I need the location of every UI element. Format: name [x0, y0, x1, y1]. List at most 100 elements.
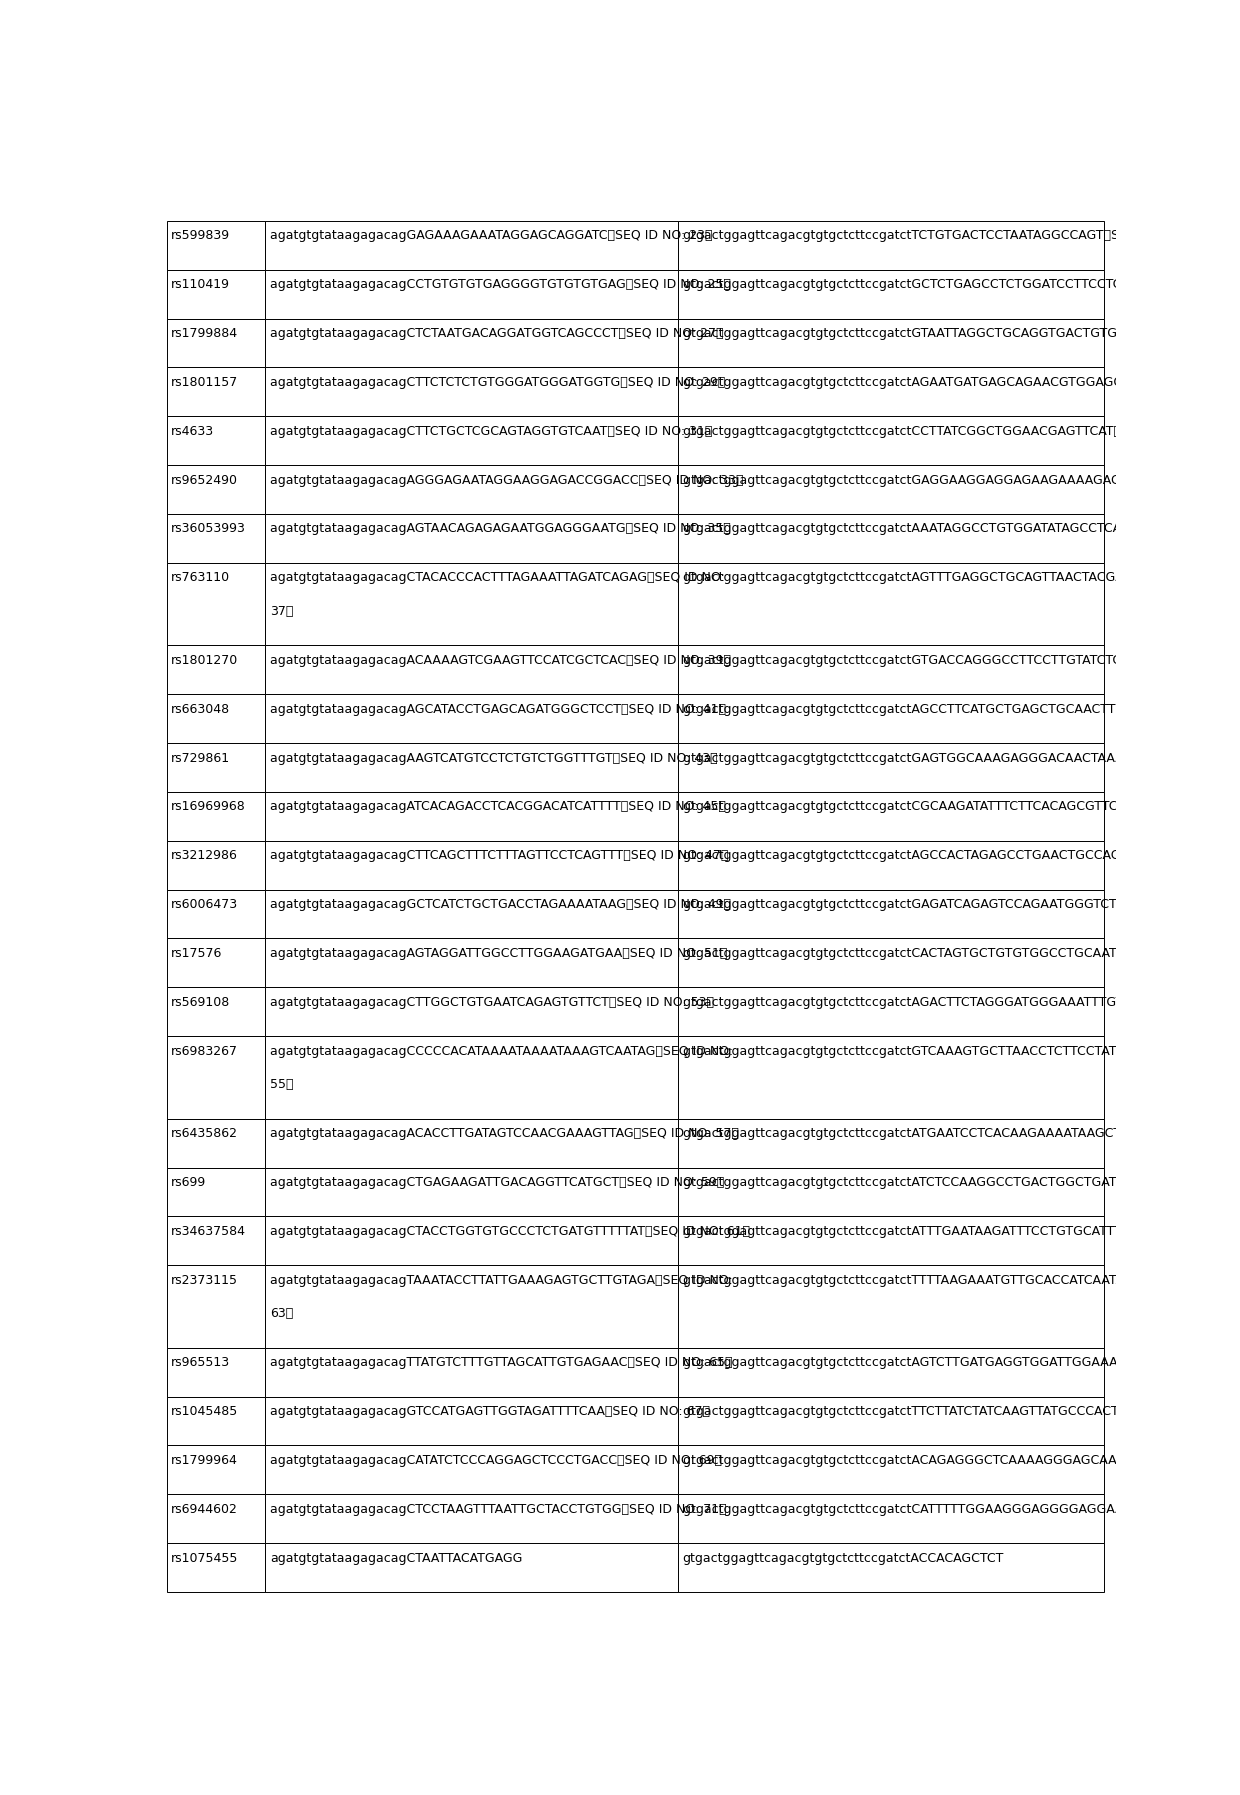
Bar	[678, 1397, 1105, 1445]
Bar	[265, 646, 678, 695]
Text: agatgtgtataagagacagCTACCTGGTGTGCCCTCTGATGTTTTTAT（SEQ ID NO: 61）: agatgtgtataagagacagCTACCTGGTGTGCCCTCTGAT…	[270, 1224, 750, 1239]
Bar	[265, 1265, 678, 1348]
Text: rs110419: rs110419	[171, 278, 231, 291]
Bar	[678, 1445, 1105, 1493]
Bar	[265, 368, 678, 416]
Text: gtgactggagttcagacgtgtgctcttccgatctGAGATCAGAGTCCAGAATGGGTCTT（SEQ ID NO: 50）: gtgactggagttcagacgtgtgctcttccgatctGAGATC…	[682, 898, 1229, 912]
Text: gtgactggagttcagacgtgtgctcttccgatctCGCAAGATATTTCTTCACAGCGTTC（SEQ ID NO: 46）: gtgactggagttcagacgtgtgctcttccgatctCGCAAG…	[682, 801, 1221, 813]
Bar	[166, 695, 265, 743]
Text: gtgactggagttcagacgtgtgctcttccgatctATCTCCAAGGCCTGACTGGCTGATCT（SEQ ID NO: 60）: gtgactggagttcagacgtgtgctcttccgatctATCTCC…	[682, 1176, 1236, 1188]
Bar	[678, 1493, 1105, 1544]
Text: agatgtgtataagagacagCTTGGCTGTGAATCAGAGTGTTCT（SEQ ID NO: 53）: agatgtgtataagagacagCTTGGCTGTGAATCAGAGTGT…	[270, 996, 714, 1009]
Bar	[678, 416, 1105, 465]
Text: rs34637584: rs34637584	[171, 1224, 247, 1239]
Text: gtgactggagttcagacgtgtgctcttccgatctAGACTTCTAGGGATGGGAAATTTGT（SEQ ID NO: 54）: gtgactggagttcagacgtgtgctcttccgatctAGACTT…	[682, 996, 1228, 1009]
Bar	[265, 1397, 678, 1445]
Bar	[265, 987, 678, 1036]
Text: agatgtgtataagagacagTAAATACCTTATTGAAAGAGTGCTTGTAGA（SEQ ID NO:: agatgtgtataagagacagTAAATACCTTATTGAAAGAGT…	[270, 1274, 733, 1287]
Text: rs599839: rs599839	[171, 230, 231, 242]
Bar	[678, 1167, 1105, 1217]
Text: rs16969968: rs16969968	[171, 801, 246, 813]
Bar	[678, 221, 1105, 269]
Text: gtgactggagttcagacgtgtgctcttccgatctCACTAGTGCTGTGTGGCCTGCAAT（SEQ ID NO: 52）: gtgactggagttcagacgtgtgctcttccgatctCACTAG…	[682, 948, 1221, 960]
Bar	[678, 840, 1105, 890]
Text: gtgactggagttcagacgtgtgctcttccgatctAGAATGATGAGCAGAACGTGGAGGAT（SEQ ID NO: 30）: gtgactggagttcagacgtgtgctcttccgatctAGAATG…	[682, 375, 1240, 390]
Bar	[678, 1118, 1105, 1167]
Text: gtgactggagttcagacgtgtgctcttccgatctATTTGAATAAGATTTCCTGTGCATTTTCTG（SEQ ID NO: 62）: gtgactggagttcagacgtgtgctcttccgatctATTTGA…	[682, 1224, 1240, 1239]
Bar	[678, 646, 1105, 695]
Bar	[166, 939, 265, 987]
Bar	[678, 987, 1105, 1036]
Text: agatgtgtataagagacagCATATCTCCCAGGAGCTCCCTGACC（SEQ ID NO: 69）: agatgtgtataagagacagCATATCTCCCAGGAGCTCCCT…	[270, 1454, 722, 1467]
Text: gtgactggagttcagacgtgtgctcttccgatctAGTCTTGATGAGGTGGATTGGAAATACT（SEQ ID NO: 66）: gtgactggagttcagacgtgtgctcttccgatctAGTCTT…	[682, 1357, 1240, 1370]
Text: agatgtgtataagagacagAGTAGGATTGGCCTTGGAAGATGAA（SEQ ID NO: 51）: agatgtgtataagagacagAGTAGGATTGGCCTTGGAAGA…	[270, 948, 727, 960]
Text: rs1801157: rs1801157	[171, 375, 238, 390]
Bar	[265, 1036, 678, 1118]
Text: agatgtgtataagagacagCTTCTGCTCGCAGTAGGTGTCAAT（SEQ ID NO: 31）: agatgtgtataagagacagCTTCTGCTCGCAGTAGGTGTC…	[270, 425, 712, 438]
Text: agatgtgtataagagacagAAGTCATGTCCTCTGTCTGGTTTGT（SEQ ID NO: 43）: agatgtgtataagagacagAAGTCATGTCCTCTGTCTGGT…	[270, 752, 718, 765]
Text: gtgactggagttcagacgtgtgctcttccgatctGTGACCAGGGCCTTCCTTGTATCTCT（SEQ ID NO: 40）: gtgactggagttcagacgtgtgctcttccgatctGTGACC…	[682, 653, 1234, 666]
Text: gtgactggagttcagacgtgtgctcttccgatctGTCAAAGTGCTTAACCTCTTCCTATCT（SEQ ID NO: 56）: gtgactggagttcagacgtgtgctcttccgatctGTCAAA…	[682, 1045, 1236, 1057]
Bar	[166, 320, 265, 368]
Bar	[166, 465, 265, 513]
Text: rs4633: rs4633	[171, 425, 215, 438]
Text: rs663048: rs663048	[171, 702, 231, 716]
Text: rs2373115: rs2373115	[171, 1274, 238, 1287]
Bar	[166, 221, 265, 269]
Text: agatgtgtataagagacagCTCCTAAGTTTAATTGCTACCTGTGG（SEQ ID NO: 71）: agatgtgtataagagacagCTCCTAAGTTTAATTGCTACC…	[270, 1502, 727, 1515]
Bar	[265, 465, 678, 513]
Text: gtgactggagttcagacgtgtgctcttccgatctCCTTATCGGCTGGAACGAGTTCAT（SEQ ID NO: 32）: gtgactggagttcagacgtgtgctcttccgatctCCTTAT…	[682, 425, 1218, 438]
Bar	[265, 1217, 678, 1265]
Bar	[166, 1167, 265, 1217]
Bar	[265, 840, 678, 890]
Text: gtgactggagttcagacgtgtgctcttccgatctGCTCTGAGCCTCTGGATCCTTCCTC（SEQ ID NO: 26）: gtgactggagttcagacgtgtgctcttccgatctGCTCTG…	[682, 278, 1226, 291]
Bar	[265, 1167, 678, 1217]
Bar	[166, 1544, 265, 1592]
Bar	[265, 792, 678, 840]
Bar	[678, 564, 1105, 646]
Text: gtgactggagttcagacgtgtgctcttccgatctATGAATCCTCACAAGAAAATAAGCTA（SEQ ID NO: 58）: gtgactggagttcagacgtgtgctcttccgatctATGAAT…	[682, 1127, 1234, 1140]
Bar	[265, 695, 678, 743]
Text: agatgtgtataagagacagGAGAAAGAAATAGGAGCAGGATC（SEQ ID NO: 23）: agatgtgtataagagacagGAGAAAGAAATAGGAGCAGGA…	[270, 230, 712, 242]
Text: gtgactggagttcagacgtgtgctcttccgatctAGTTTGAGGCTGCAGTTAACTACGATA（SEQ ID NO: 38）: gtgactggagttcagacgtgtgctcttccgatctAGTTTG…	[682, 571, 1240, 585]
Bar	[678, 1544, 1105, 1592]
Text: rs1045485: rs1045485	[171, 1405, 238, 1418]
Bar	[265, 221, 678, 269]
Bar	[265, 564, 678, 646]
Text: gtgactggagttcagacgtgtgctcttccgatctTTCTTATCTATCAAGTTATGCCCACT（SEQ ID NO: 68）: gtgactggagttcagacgtgtgctcttccgatctTTCTTA…	[682, 1405, 1224, 1418]
Bar	[265, 1544, 678, 1592]
Text: agatgtgtataagagacagAGCATACCTGAGCAGATGGGCTCCT（SEQ ID NO: 41）: agatgtgtataagagacagAGCATACCTGAGCAGATGGGC…	[270, 702, 725, 716]
Bar	[166, 1493, 265, 1544]
Text: gtgactggagttcagacgtgtgctcttccgatctGAGGAAGGAGGAGAAGAAAAGAGGT（SEQ ID NO: 34）: gtgactggagttcagacgtgtgctcttccgatctGAGGAA…	[682, 474, 1240, 486]
Bar	[265, 743, 678, 792]
Bar	[166, 1348, 265, 1397]
Bar	[166, 1118, 265, 1167]
Bar	[166, 564, 265, 646]
Bar	[265, 890, 678, 939]
Text: rs699: rs699	[171, 1176, 207, 1188]
Bar	[678, 1036, 1105, 1118]
Bar	[678, 792, 1105, 840]
Bar	[166, 1397, 265, 1445]
Text: gtgactggagttcagacgtgtgctcttccgatctTCTGTGACTCCTAATAGGCCAGT（SEQ ID NO: 24）: gtgactggagttcagacgtgtgctcttccgatctTCTGTG…	[682, 230, 1208, 242]
Bar	[678, 695, 1105, 743]
Bar	[166, 1217, 265, 1265]
Bar	[265, 513, 678, 564]
Text: rs6983267: rs6983267	[171, 1045, 238, 1057]
Bar	[166, 1445, 265, 1493]
Text: 55）: 55）	[270, 1079, 294, 1091]
Bar	[166, 1036, 265, 1118]
Text: gtgactggagttcagacgtgtgctcttccgatctGAGTGGCAAAGAGGGACAACTAAAG（SEQ ID NO: 44）: gtgactggagttcagacgtgtgctcttccgatctGAGTGG…	[682, 752, 1238, 765]
Text: agatgtgtataagagacagTTATGTCTTTGTTAGCATTGTGAGAAC（SEQ ID NO: 65）: agatgtgtataagagacagTTATGTCTTTGTTAGCATTGT…	[270, 1357, 733, 1370]
Text: agatgtgtataagagacagGCTCATCTGCTGACCTAGAAAATAAG（SEQ ID NO: 49）: agatgtgtataagagacagGCTCATCTGCTGACCTAGAAA…	[270, 898, 730, 912]
Bar	[678, 269, 1105, 320]
Bar	[166, 1265, 265, 1348]
Bar	[678, 890, 1105, 939]
Bar	[166, 792, 265, 840]
Text: gtgactggagttcagacgtgtgctcttccgatctACCACAGCTCT: gtgactggagttcagacgtgtgctcttccgatctACCACA…	[682, 1551, 1004, 1565]
Text: agatgtgtataagagacagAGTAACAGAGAGAATGGAGGGAATG（SEQ ID NO: 35）: agatgtgtataagagacagAGTAACAGAGAGAATGGAGGG…	[270, 522, 730, 535]
Bar	[166, 890, 265, 939]
Text: rs9652490: rs9652490	[171, 474, 238, 486]
Text: agatgtgtataagagacagATCACAGACCTCACGGACATCATTTT（SEQ ID NO: 45）: agatgtgtataagagacagATCACAGACCTCACGGACATC…	[270, 801, 725, 813]
Bar	[678, 1348, 1105, 1397]
